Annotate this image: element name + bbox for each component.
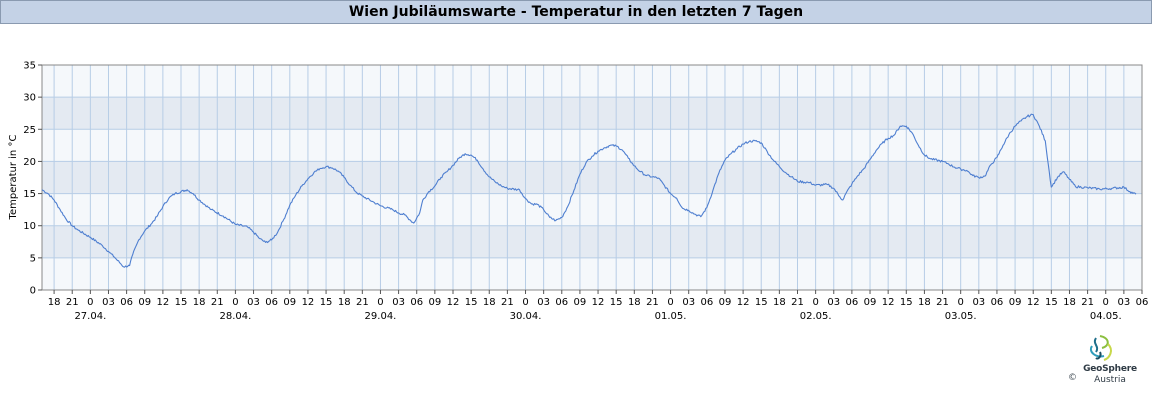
- x-tick-label: 09: [574, 297, 587, 308]
- x-tick-label: 0: [232, 297, 238, 308]
- plot-band: [42, 97, 1142, 130]
- plot-band: [42, 257, 1142, 290]
- x-tick-label: 15: [900, 297, 913, 308]
- x-tick-label: 15: [465, 297, 478, 308]
- x-tick-label: 0: [522, 297, 528, 308]
- x-tick-label: 0: [377, 297, 383, 308]
- x-tick-label: 03: [972, 297, 985, 308]
- x-date-label: 28.04.: [220, 311, 252, 322]
- x-tick-label: 18: [918, 297, 931, 308]
- x-tick-label: 03: [682, 297, 695, 308]
- geosphere-logo-icon: [1090, 335, 1112, 361]
- x-tick-label: 18: [338, 297, 351, 308]
- x-tick-label: 12: [592, 297, 605, 308]
- x-tick-label: 15: [755, 297, 768, 308]
- x-date-label: 27.04.: [74, 311, 106, 322]
- plot-band: [42, 193, 1142, 226]
- x-tick-label: 15: [1045, 297, 1058, 308]
- series-line-temperature: [41, 113, 1137, 268]
- x-tick-label: 09: [138, 297, 151, 308]
- x-tick-label: 18: [193, 297, 206, 308]
- y-tick-label: 10: [23, 221, 36, 232]
- x-tick-label: 18: [773, 297, 786, 308]
- x-date-label: 03.05.: [945, 311, 977, 322]
- x-tick-label: 15: [610, 297, 623, 308]
- x-tick-label: 21: [936, 297, 949, 308]
- y-tick-label: 20: [23, 157, 36, 168]
- plot-band: [42, 65, 1142, 98]
- x-tick-label: 15: [175, 297, 188, 308]
- x-tick-label: 21: [66, 297, 79, 308]
- x-tick-label: 03: [247, 297, 260, 308]
- y-tick-label: 25: [23, 125, 36, 136]
- x-date-label: 01.05.: [655, 311, 687, 322]
- x-tick-label: 06: [991, 297, 1004, 308]
- y-tick-label: 30: [23, 93, 36, 104]
- y-tick-label: 15: [23, 189, 36, 200]
- x-tick-label: 21: [646, 297, 659, 308]
- x-tick-label: 06: [846, 297, 859, 308]
- x-tick-label: 03: [102, 297, 115, 308]
- x-axis-date-labels: 27.04. 28.04. 29.04. 30.04. 01.05. 02.05. 03.0…: [74, 311, 1121, 322]
- x-tick-label: 03: [1118, 297, 1131, 308]
- plot-background-bands: [42, 65, 1142, 290]
- x-tick-label: 06: [120, 297, 133, 308]
- plot-band: [42, 161, 1142, 194]
- x-tick-label: 12: [157, 297, 170, 308]
- x-tick-label: 21: [791, 297, 804, 308]
- x-tick-label: 18: [1063, 297, 1076, 308]
- x-tick-label: 09: [1009, 297, 1022, 308]
- x-tick-label: 18: [483, 297, 496, 308]
- x-tick-label: 21: [211, 297, 224, 308]
- x-tick-label: 21: [356, 297, 369, 308]
- chart-title: Wien Jubiläumswarte - Temperatur in den …: [0, 0, 1152, 24]
- x-tick-label: 12: [302, 297, 315, 308]
- y-axis-label: Temperatur in °C: [8, 135, 19, 221]
- x-tick-label: 03: [537, 297, 550, 308]
- y-tick-label: 0: [30, 286, 36, 297]
- x-tick-label: 15: [320, 297, 333, 308]
- x-tick-label: 03: [392, 297, 405, 308]
- x-date-label: 29.04.: [365, 311, 397, 322]
- x-tick-label: 21: [501, 297, 514, 308]
- x-axis-ticks: 18 21 0 03 06 09 12 15 18 21 0 03 06 09 12 15 18 21 0 03 06 0…: [48, 290, 1149, 308]
- copyright-symbol: ©: [1068, 373, 1077, 383]
- x-tick-label: 03: [827, 297, 840, 308]
- x-tick-label: 12: [737, 297, 750, 308]
- x-date-label: 04.05.: [1090, 311, 1122, 322]
- x-tick-label: 09: [864, 297, 877, 308]
- plot-band: [42, 225, 1142, 258]
- x-tick-label: 09: [283, 297, 296, 308]
- logo-name: GeoSphere: [1083, 364, 1137, 374]
- x-date-label: 30.04.: [510, 311, 542, 322]
- plot-frame: [41, 64, 1143, 291]
- x-tick-label: 0: [87, 297, 93, 308]
- x-tick-label: 06: [700, 297, 713, 308]
- x-tick-label: 06: [1136, 297, 1149, 308]
- vertical-gridlines: [53, 65, 1143, 290]
- x-tick-label: 12: [1027, 297, 1040, 308]
- x-tick-label: 06: [410, 297, 423, 308]
- y-tick-label: 35: [23, 61, 36, 72]
- x-tick-label: 12: [882, 297, 895, 308]
- x-tick-label: 06: [555, 297, 568, 308]
- x-tick-label: 09: [719, 297, 732, 308]
- x-tick-label: 21: [1081, 297, 1094, 308]
- x-tick-label: 18: [48, 297, 61, 308]
- y-tick-label: 5: [30, 253, 36, 264]
- x-date-label: 02.05.: [800, 311, 832, 322]
- x-tick-label: 06: [265, 297, 278, 308]
- x-tick-label: 0: [957, 297, 963, 308]
- x-tick-label: 0: [667, 297, 673, 308]
- logo-subtitle: Austria: [1094, 375, 1126, 385]
- y-axis-ticks: 0 5 10 15 20 25 30 35: [23, 61, 42, 297]
- x-tick-label: 18: [628, 297, 641, 308]
- x-tick-label: 12: [447, 297, 460, 308]
- x-tick-label: 0: [812, 297, 818, 308]
- x-tick-label: 09: [428, 297, 441, 308]
- x-tick-label: 0: [1103, 297, 1109, 308]
